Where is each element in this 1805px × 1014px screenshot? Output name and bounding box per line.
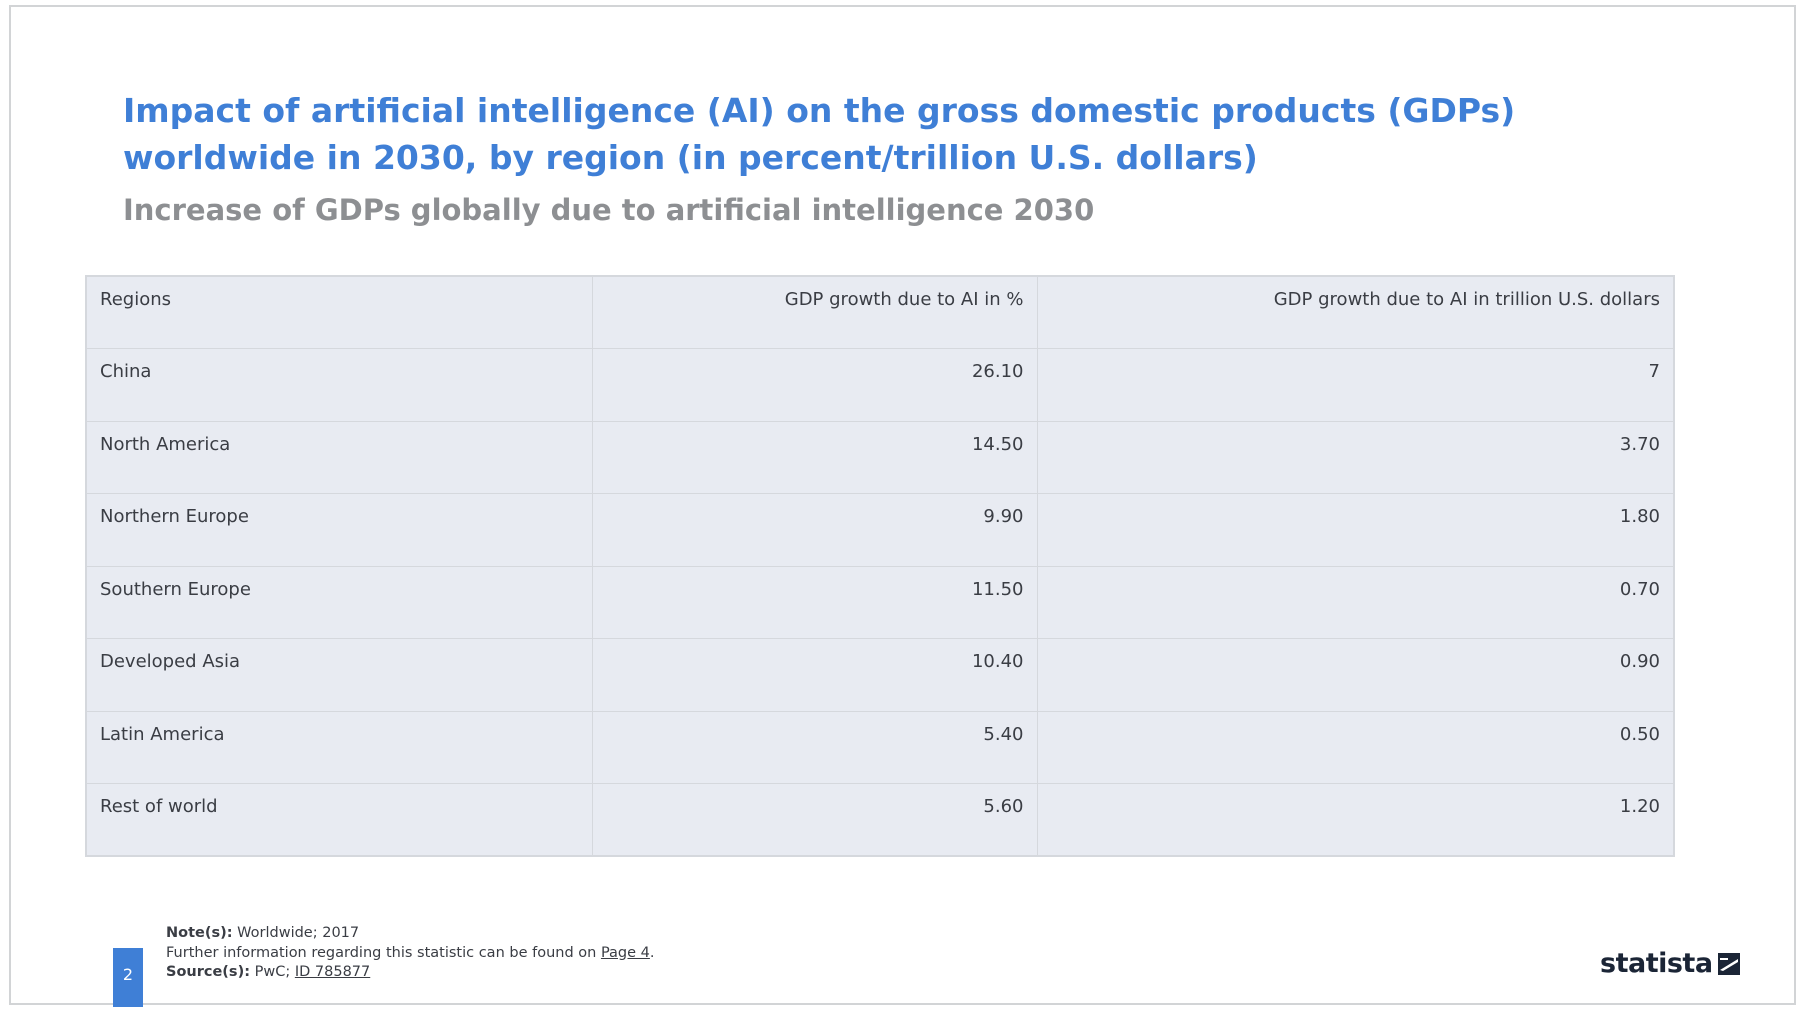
source-label: Source(s): <box>166 964 250 980</box>
note-label: Note(s): <box>166 925 233 941</box>
source-id-link[interactable]: ID 785877 <box>294 964 371 980</box>
statista-logo-icon <box>1717 952 1740 975</box>
source-text: PwC; <box>254 964 291 980</box>
table-header-row: Regions GDP growth due to AI in % GDP gr… <box>85 275 1675 349</box>
region-cell: China <box>85 348 593 422</box>
gdp-percent-cell: 14.50 <box>591 420 1038 494</box>
region-cell: Northern Europe <box>85 493 593 567</box>
further-info-end: . <box>649 944 655 961</box>
gdp-percent-cell: 11.50 <box>591 565 1038 639</box>
gdp-percent-cell: 5.60 <box>591 783 1038 857</box>
gdp-trillion-cell: 0.90 <box>1036 638 1675 712</box>
table-row: North America 14.50 3.70 <box>85 420 1675 494</box>
table-row: Developed Asia 10.40 0.90 <box>85 638 1675 712</box>
gdp-percent-cell: 10.40 <box>591 638 1038 712</box>
note-line: Note(s): Worldwide; 2017 <box>166 924 655 944</box>
table-row: Latin America 5.40 0.50 <box>85 710 1675 784</box>
gdp-trillion-cell: 3.70 <box>1036 420 1675 494</box>
logo-wordmark: statista <box>1600 948 1713 979</box>
gdp-percent-cell: 9.90 <box>591 493 1038 567</box>
statista-logo: statista <box>1600 948 1740 979</box>
region-cell: Latin America <box>85 710 593 784</box>
chart-subtitle: Increase of GDPs globally due to artific… <box>123 193 1095 227</box>
region-cell: Developed Asia <box>85 638 593 712</box>
column-header-gdp-trillion: GDP growth due to AI in trillion U.S. do… <box>1036 275 1675 349</box>
further-info-text: Further information regarding this stati… <box>166 944 597 961</box>
page-link[interactable]: Page 4 <box>600 944 650 961</box>
region-cell: Southern Europe <box>85 565 593 639</box>
table-row: Northern Europe 9.90 1.80 <box>85 493 1675 567</box>
gdp-trillion-cell: 1.20 <box>1036 783 1675 857</box>
region-cell: North America <box>85 420 593 494</box>
gdp-trillion-cell: 0.50 <box>1036 710 1675 784</box>
further-info-line: Further information regarding this stati… <box>166 944 655 964</box>
footer-notes: Note(s): Worldwide; 2017 Further informa… <box>166 924 655 983</box>
gdp-trillion-cell: 1.80 <box>1036 493 1675 567</box>
table-row: China 26.10 7 <box>85 348 1675 422</box>
page-number-badge: 2 <box>113 948 143 1007</box>
column-header-regions: Regions <box>85 275 593 349</box>
table-row: Southern Europe 11.50 0.70 <box>85 565 1675 639</box>
gdp-percent-cell: 26.10 <box>591 348 1038 422</box>
source-line: Source(s): PwC; ID 785877 <box>166 963 655 983</box>
gdp-trillion-cell: 7 <box>1036 348 1675 422</box>
chart-title: Impact of artificial intelligence (AI) o… <box>123 91 1516 177</box>
table-row: Rest of world 5.60 1.20 <box>85 783 1675 857</box>
region-cell: Rest of world <box>85 783 593 857</box>
gdp-percent-cell: 5.40 <box>591 710 1038 784</box>
data-table: Regions GDP growth due to AI in % GDP gr… <box>85 275 1675 857</box>
gdp-trillion-cell: 0.70 <box>1036 565 1675 639</box>
note-text: Worldwide; 2017 <box>237 925 360 941</box>
table-body: China 26.10 7 North America 14.50 3.70 Norther… <box>85 348 1675 857</box>
column-header-gdp-percent: GDP growth due to AI in % <box>591 275 1038 349</box>
